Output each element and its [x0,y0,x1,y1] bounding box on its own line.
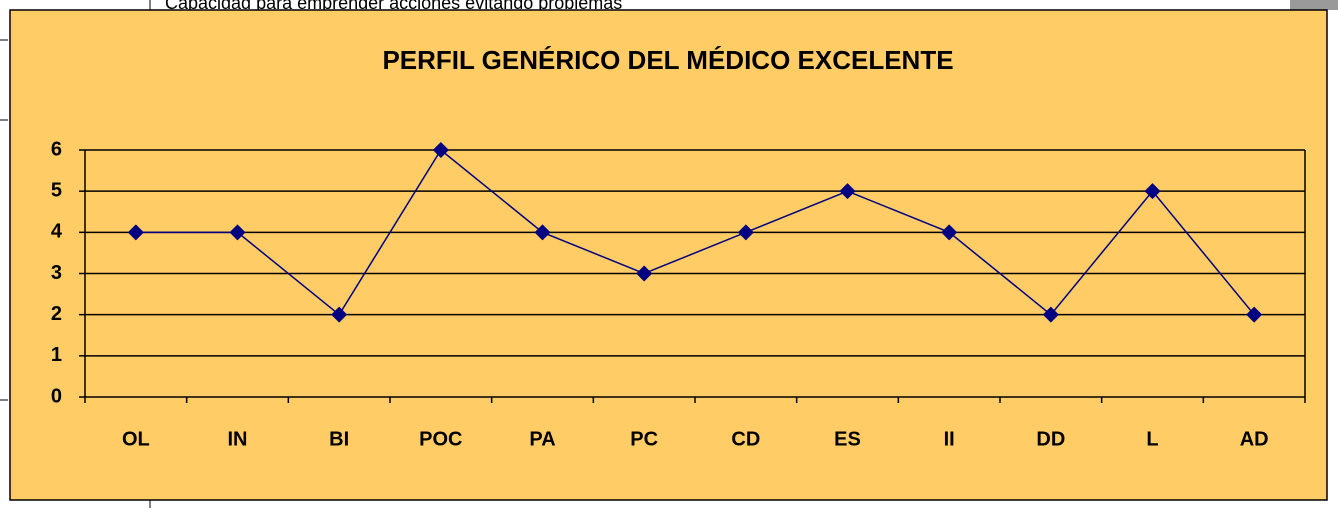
x-tick-label: BI [329,428,349,450]
marker [1144,183,1161,200]
chart-area [9,9,1328,501]
x-tick-label: PC [630,428,658,450]
gray-widget [1290,0,1338,10]
y-tick-label: 5 [51,179,62,201]
marker [636,265,653,282]
x-tick-label: L [1146,428,1158,450]
y-tick-label: 4 [51,221,63,243]
x-tick-label: CD [731,428,760,450]
y-tick-label: 3 [51,262,62,284]
marker [229,224,246,241]
marker [941,224,958,241]
x-tick-label: POC [419,428,462,450]
x-tick-label: DD [1036,428,1065,450]
x-tick-label: IN [228,428,248,450]
y-tick-label: 6 [51,138,62,160]
y-tick-label: 0 [51,385,62,407]
marker [534,224,551,241]
x-tick-label: II [944,428,955,450]
x-tick-label: PA [529,428,555,450]
chart-title: PERFIL GENÉRICO DEL MÉDICO EXCELENTE [382,45,953,75]
x-tick-label: OL [122,428,150,450]
x-tick-label: ES [834,428,861,450]
marker [1042,306,1059,323]
marker [1246,306,1263,323]
y-tick-label: 2 [51,303,62,325]
series-line [135,148,1255,316]
y-tick-label: 1 [51,344,62,366]
marker [331,306,348,323]
marker [839,183,856,200]
x-tick-label: AD [1240,428,1269,450]
marker [127,224,144,241]
marker [737,224,754,241]
marker [432,142,449,158]
